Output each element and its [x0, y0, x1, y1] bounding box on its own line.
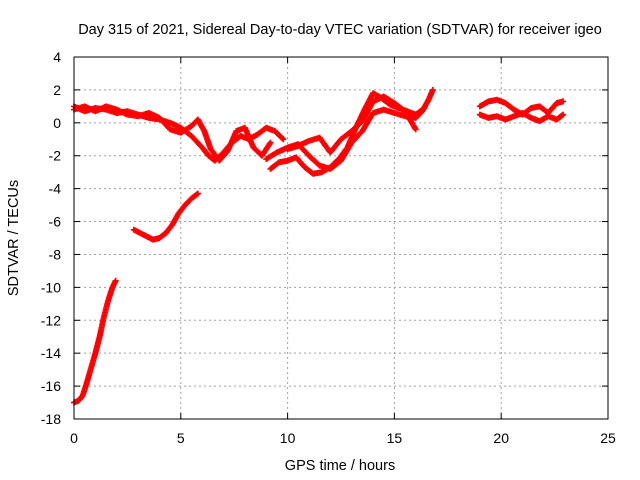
data-point: [194, 190, 201, 197]
series-late-b: [476, 109, 567, 125]
series-late-a: [476, 96, 567, 118]
series-main-e: [284, 93, 419, 156]
x-tick-label: 0: [70, 430, 78, 446]
series-layer: [71, 86, 567, 406]
y-tick-label: -2: [49, 148, 62, 164]
data-point: [429, 86, 436, 93]
data-point: [412, 126, 419, 133]
data-point: [559, 112, 566, 119]
y-tick-label: -4: [49, 181, 62, 197]
y-tick-label: -6: [49, 214, 62, 230]
y-tick-label: -8: [49, 246, 62, 262]
data-point: [560, 111, 567, 118]
y-tick-label: -14: [41, 345, 61, 361]
x-tick-label: 25: [600, 430, 616, 446]
chart-title: Day 315 of 2021, Sidereal Day-to-day VTE…: [78, 22, 602, 38]
ticks: 0 5 10 15 20 25 -18 -16 -14 -12 -10 -8 -6 -4 -2 0 2 4: [41, 49, 616, 446]
x-tick-label: 20: [493, 430, 509, 446]
plot-frame: [73, 56, 609, 420]
x-tick-label: 5: [177, 430, 185, 446]
data-point: [280, 136, 287, 143]
data-point: [267, 139, 274, 146]
y-tick-label: -12: [41, 312, 61, 328]
y-tick-label: -16: [41, 378, 61, 394]
y-tick-label: 4: [53, 49, 61, 65]
y-tick-label: -18: [41, 411, 61, 427]
x-tick-label: 10: [280, 430, 296, 446]
y-tick-label: -10: [41, 279, 61, 295]
x-axis-label: GPS time / hours: [285, 458, 395, 474]
data-point: [421, 105, 428, 112]
data-point: [193, 191, 200, 198]
series-recovery: [130, 190, 201, 243]
x-tick-label: 15: [387, 430, 403, 446]
data-point: [560, 98, 567, 105]
y-tick-label: 0: [53, 115, 61, 131]
y-tick-label: 2: [53, 82, 61, 98]
y-axis-label: SDTVAR / TECUs: [6, 180, 22, 296]
data-point: [112, 277, 119, 284]
data-point: [279, 135, 286, 142]
series-main-b: [71, 103, 274, 164]
